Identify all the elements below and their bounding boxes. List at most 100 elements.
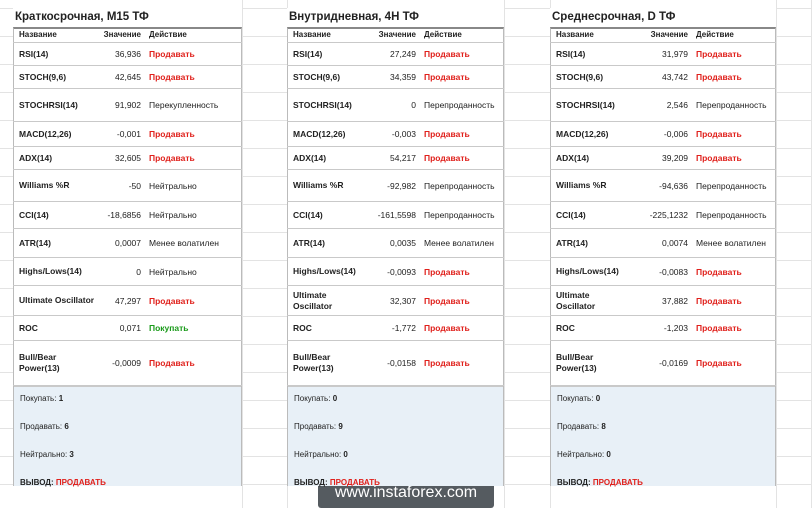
grid-column-line bbox=[776, 0, 777, 508]
indicator-row: RSI(14) 36,936 Продавать bbox=[13, 43, 242, 66]
value-cell: 34,359 bbox=[390, 72, 416, 82]
name-cell: CCI(14) bbox=[293, 209, 323, 220]
summary-label: ВЫВОД: bbox=[557, 478, 591, 487]
indicator-row: Ultimate Oscillator 32,307 Продавать bbox=[287, 286, 504, 316]
value-cell: 0 bbox=[136, 266, 141, 277]
action-cell: Продавать bbox=[424, 129, 470, 139]
indicator-row: Highs/Lows(14) -0,0093 Продавать bbox=[287, 258, 504, 286]
action-cell: Нейтрально bbox=[149, 180, 197, 191]
action-cell: Продавать bbox=[696, 358, 742, 368]
value-cell: 42,645 bbox=[115, 72, 141, 82]
indicator-row: ROC -1,203 Продавать bbox=[550, 316, 776, 341]
summary-line: ВЫВОД: ПРОДАВАТЬ bbox=[20, 478, 106, 487]
summary-line: ВЫВОД: ПРОДАВАТЬ bbox=[557, 478, 643, 487]
summary-line: Покупать: 1 bbox=[20, 394, 63, 403]
action-cell: Продавать bbox=[696, 295, 742, 306]
value-cell: -0,001 bbox=[116, 129, 141, 139]
summary-value: 6 bbox=[64, 422, 69, 431]
name-cell: STOCHRSI(14) bbox=[293, 99, 352, 110]
summary: Покупать: 1 Продавать: 6 Нейтрально: 3 ВЫВО… bbox=[14, 386, 241, 487]
name-cell: STOCH(9,6) bbox=[556, 71, 604, 82]
action-cell: Действие bbox=[696, 30, 734, 39]
header-row: Название Значение Действие bbox=[550, 27, 776, 43]
indicator-row: Ultimate Oscillator 37,882 Продавать bbox=[550, 286, 776, 316]
name-cell: Williams %R bbox=[19, 180, 70, 190]
value-cell: -0,0009 bbox=[112, 358, 141, 368]
value-cell: 37,882 bbox=[662, 295, 688, 306]
value-cell: 0 bbox=[411, 100, 416, 110]
action-cell: Продавать bbox=[149, 295, 195, 306]
summary-label: ВЫВОД: bbox=[20, 478, 54, 487]
summary-label: Нейтрально: bbox=[294, 450, 342, 459]
summary-label: ВЫВОД: bbox=[294, 478, 328, 487]
value-cell: 36,936 bbox=[115, 49, 141, 59]
summary-label: Покупать: bbox=[294, 394, 331, 403]
indicator-row: CCI(14) -225,1232 Перепроданность bbox=[550, 202, 776, 229]
indicator-row: RSI(14) 27,249 Продавать bbox=[287, 43, 504, 66]
value-cell: 32,605 bbox=[115, 153, 141, 163]
indicator-row: MACD(12,26) -0,001 Продавать bbox=[13, 122, 242, 147]
name-cell: Название bbox=[293, 30, 331, 39]
value-cell: 2,546 bbox=[666, 100, 688, 110]
indicator-row: Williams %R -92,982 Перепроданность bbox=[287, 170, 504, 202]
action-cell: Продавать bbox=[149, 129, 195, 139]
action-cell: Нейтрально bbox=[149, 210, 197, 220]
name-cell: Williams %R bbox=[556, 180, 607, 190]
indicator-row: STOCH(9,6) 34,359 Продавать bbox=[287, 66, 504, 89]
value-cell: 0,0007 bbox=[115, 238, 141, 248]
action-cell: Менее волатилен bbox=[696, 238, 766, 248]
indicator-row: Bull/Bear Power(13) -0,0158 Продавать bbox=[287, 341, 504, 386]
value-cell: -0,003 bbox=[391, 129, 416, 139]
summary-label: Продавать: bbox=[294, 422, 337, 431]
value-cell: -0,0158 bbox=[387, 358, 416, 368]
value-cell: -1,772 bbox=[391, 323, 416, 333]
summary-label: Покупать: bbox=[20, 394, 57, 403]
indicator-row: STOCHRSI(14) 0 Перепроданность bbox=[287, 89, 504, 122]
name-cell: ATR(14) bbox=[293, 237, 325, 248]
action-cell: Продавать bbox=[424, 266, 470, 277]
action-cell: Продавать bbox=[424, 49, 470, 59]
summary: Покупать: 0 Продавать: 8 Нейтрально: 0 ВЫВО… bbox=[551, 386, 775, 487]
summary-line: ВЫВОД: ПРОДАВАТЬ bbox=[294, 478, 380, 487]
value-cell: -0,006 bbox=[663, 129, 688, 139]
action-cell: Перекупленность bbox=[149, 100, 219, 110]
value-cell: -18,6856 bbox=[107, 210, 141, 220]
value-cell: Значение bbox=[650, 30, 688, 39]
name-cell: ROC bbox=[19, 322, 38, 333]
name-cell: Название bbox=[556, 30, 594, 39]
name-cell: Ultimate Oscillator bbox=[556, 289, 596, 311]
indicator-row: ROC 0,071 Покупать bbox=[13, 316, 242, 341]
name-cell: ATR(14) bbox=[556, 237, 588, 248]
panel-title: Среднесрочная, D ТФ bbox=[552, 11, 676, 23]
summary-value: ПРОДАВАТЬ bbox=[329, 478, 380, 487]
summary-line: Продавать: 8 bbox=[557, 422, 606, 431]
summary-line: Покупать: 0 bbox=[294, 394, 337, 403]
action-cell: Нейтрально bbox=[149, 266, 197, 277]
action-cell: Менее волатилен bbox=[424, 238, 494, 248]
value-cell: -225,1232 bbox=[649, 210, 688, 220]
summary-line: Продавать: 9 bbox=[294, 422, 343, 431]
action-cell: Менее волатилен bbox=[149, 238, 219, 248]
summary-label: Нейтрально: bbox=[557, 450, 605, 459]
name-cell: Bull/Bear Power(13) bbox=[293, 352, 334, 373]
name-cell: STOCH(9,6) bbox=[293, 71, 341, 82]
value-cell: 32,307 bbox=[390, 295, 416, 306]
action-cell: Продавать bbox=[149, 49, 195, 59]
name-cell: CCI(14) bbox=[556, 209, 586, 220]
indicator-row: Williams %R -94,636 Перепроданность bbox=[550, 170, 776, 202]
name-cell: STOCH(9,6) bbox=[19, 71, 67, 82]
grid-column-line bbox=[242, 0, 243, 508]
indicator-row: Ultimate Oscillator 47,297 Продавать bbox=[13, 286, 242, 316]
value-cell: 47,297 bbox=[115, 295, 141, 306]
name-cell: Highs/Lows(14) bbox=[556, 266, 619, 276]
action-cell: Продавать bbox=[424, 153, 470, 163]
indicator-row: STOCH(9,6) 43,742 Продавать bbox=[550, 66, 776, 89]
name-cell: ADX(14) bbox=[19, 152, 53, 163]
value-cell: 27,249 bbox=[390, 49, 416, 59]
header-row: Название Значение Действие bbox=[13, 27, 242, 43]
indicator-row: STOCHRSI(14) 2,546 Перепроданность bbox=[550, 89, 776, 122]
name-cell: Highs/Lows(14) bbox=[19, 266, 82, 276]
summary: Покупать: 0 Продавать: 9 Нейтрально: 0 ВЫВО… bbox=[288, 386, 503, 487]
indicator-row: Highs/Lows(14) 0 Нейтрально bbox=[13, 258, 242, 286]
